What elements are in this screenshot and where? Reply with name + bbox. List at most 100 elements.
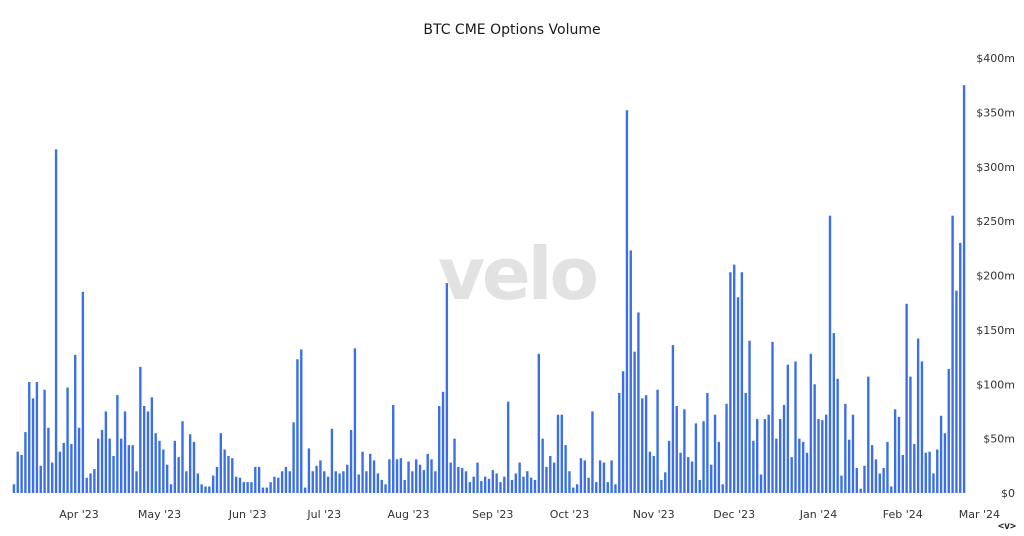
bar[interactable] [644, 395, 648, 494]
bar[interactable] [338, 473, 341, 493]
bar[interactable] [717, 441, 721, 493]
bar[interactable] [112, 456, 115, 493]
bar[interactable] [211, 475, 215, 493]
bar[interactable] [384, 484, 387, 493]
bar[interactable] [606, 482, 609, 494]
bar[interactable] [460, 467, 464, 493]
bar[interactable] [556, 414, 560, 493]
bar[interactable] [468, 482, 472, 494]
bar[interactable] [775, 438, 778, 494]
bar[interactable] [380, 479, 383, 493]
bar[interactable] [936, 449, 939, 494]
bar[interactable] [503, 476, 506, 493]
bar[interactable] [625, 110, 629, 493]
bar[interactable] [353, 348, 357, 493]
bar[interactable] [817, 419, 820, 493]
bar[interactable] [694, 423, 698, 493]
bar[interactable] [28, 382, 31, 493]
bar[interactable] [418, 464, 422, 493]
bar[interactable] [491, 470, 495, 493]
bar[interactable] [721, 484, 724, 493]
bar[interactable] [20, 454, 23, 493]
bar[interactable] [261, 487, 265, 493]
bar[interactable] [292, 422, 295, 493]
bar[interactable] [158, 440, 161, 493]
bar[interactable] [759, 474, 763, 493]
bar[interactable] [805, 452, 809, 493]
bar[interactable] [905, 303, 908, 493]
bar[interactable] [62, 442, 65, 493]
bar[interactable] [411, 471, 414, 493]
bar[interactable] [924, 452, 927, 493]
bar[interactable] [215, 466, 219, 493]
bar[interactable] [939, 415, 943, 493]
bar[interactable] [39, 465, 42, 493]
bar[interactable] [690, 461, 694, 493]
bar[interactable] [449, 462, 452, 493]
bar[interactable] [733, 264, 736, 494]
bar[interactable] [847, 439, 851, 493]
bar[interactable] [870, 445, 874, 493]
bar[interactable] [441, 391, 445, 493]
bar[interactable] [951, 215, 954, 493]
bar[interactable] [31, 398, 35, 493]
bar[interactable] [867, 376, 870, 493]
bar[interactable] [97, 438, 100, 494]
bar[interactable] [667, 440, 671, 493]
bar[interactable] [955, 290, 958, 493]
bar[interactable] [93, 469, 96, 493]
bar[interactable] [181, 421, 184, 493]
bar[interactable] [35, 382, 39, 493]
bar[interactable] [587, 477, 590, 493]
bar[interactable] [687, 457, 690, 493]
bar[interactable] [641, 398, 644, 493]
bar[interactable] [487, 478, 491, 493]
bar[interactable] [828, 215, 832, 493]
bar[interactable] [913, 444, 916, 493]
bar[interactable] [614, 484, 617, 493]
bar[interactable] [273, 476, 276, 493]
bar[interactable] [648, 451, 652, 493]
bar[interactable] [752, 440, 755, 493]
bar[interactable] [533, 479, 537, 493]
bar[interactable] [844, 403, 847, 493]
bar[interactable] [560, 414, 563, 493]
bar[interactable] [246, 482, 249, 494]
bar[interactable] [698, 479, 701, 493]
bar[interactable] [127, 445, 131, 493]
bar[interactable] [874, 459, 878, 493]
bar[interactable] [840, 475, 843, 493]
bar[interactable] [637, 312, 640, 493]
bar[interactable] [526, 471, 529, 493]
bar[interactable] [863, 465, 866, 493]
bar[interactable] [311, 471, 314, 493]
bar[interactable] [522, 476, 525, 493]
bar[interactable] [219, 433, 222, 493]
bar[interactable] [254, 466, 257, 493]
bar[interactable] [541, 438, 544, 494]
bar[interactable] [506, 401, 510, 493]
bar[interactable] [349, 429, 353, 493]
bar[interactable] [778, 419, 782, 493]
bar[interactable] [284, 466, 288, 493]
bar[interactable] [568, 471, 571, 493]
bar[interactable] [173, 440, 177, 493]
bar[interactable] [575, 484, 579, 493]
bar[interactable] [729, 272, 732, 493]
bar[interactable] [537, 353, 540, 493]
bar[interactable] [326, 476, 330, 493]
bar[interactable] [43, 389, 46, 493]
bar[interactable] [771, 341, 774, 493]
bar[interactable] [223, 449, 226, 494]
bar[interactable] [257, 466, 261, 493]
bar[interactable] [901, 454, 904, 493]
bar[interactable] [959, 242, 962, 493]
bar[interactable] [629, 250, 632, 493]
bar[interactable] [932, 473, 935, 493]
bar[interactable] [131, 445, 134, 493]
bar[interactable] [300, 349, 303, 493]
bar[interactable] [280, 471, 284, 493]
bar[interactable] [231, 458, 234, 493]
bar[interactable] [706, 392, 709, 493]
bar[interactable] [200, 484, 203, 493]
